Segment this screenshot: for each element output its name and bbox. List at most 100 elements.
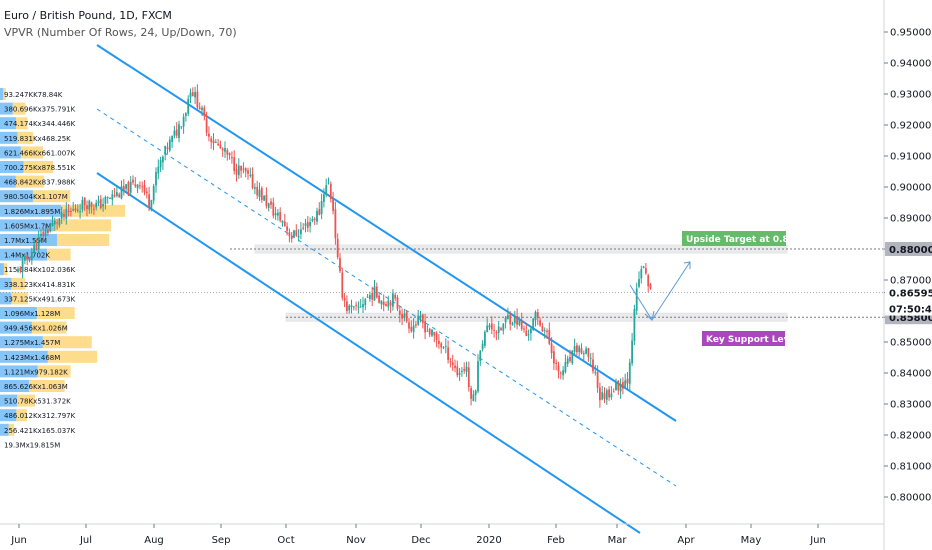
candle-body bbox=[210, 138, 213, 142]
candle-body bbox=[458, 373, 461, 375]
candle-body bbox=[37, 237, 40, 250]
candle-body bbox=[470, 388, 472, 399]
candle-body bbox=[622, 382, 624, 389]
candle-body bbox=[182, 116, 185, 127]
vp-down-bar bbox=[11, 277, 26, 290]
candle-body bbox=[601, 392, 604, 400]
candle-body bbox=[585, 348, 587, 354]
candle-body bbox=[451, 362, 454, 366]
candle-body bbox=[569, 357, 571, 362]
candle-body bbox=[548, 329, 551, 344]
candle-body bbox=[576, 345, 578, 353]
vp-row-label: 380.696Kx375.791K bbox=[4, 106, 76, 114]
candle-body bbox=[580, 348, 583, 354]
candle-body bbox=[106, 196, 109, 198]
time-tick-label: Feb bbox=[547, 535, 565, 546]
candle-body bbox=[288, 232, 291, 237]
candle-body bbox=[375, 286, 378, 298]
candle-body bbox=[28, 257, 31, 260]
candle-body bbox=[387, 300, 390, 307]
candle-body bbox=[642, 266, 645, 268]
candle-body bbox=[516, 316, 518, 325]
candle-body bbox=[410, 327, 413, 332]
candle-body bbox=[251, 173, 254, 189]
vp-down-bar bbox=[3, 88, 6, 100]
arrow-head-down bbox=[644, 310, 655, 321]
candle-body bbox=[348, 305, 351, 311]
candle-body bbox=[477, 361, 479, 392]
candle-body bbox=[419, 315, 422, 318]
target-price-tag-text: 0.88000 bbox=[889, 245, 932, 256]
price-tick-label: 0.93000 bbox=[890, 90, 931, 101]
candle-body bbox=[571, 350, 574, 364]
candle-body bbox=[364, 299, 367, 306]
vp-up-bar bbox=[0, 190, 33, 203]
candle-body bbox=[159, 160, 162, 168]
candle-body bbox=[555, 362, 558, 365]
candle-body bbox=[270, 201, 272, 205]
price-tick-label: 0.80000 bbox=[890, 493, 931, 504]
candle-body bbox=[152, 185, 155, 201]
candle-body bbox=[520, 320, 523, 330]
candle-body bbox=[640, 269, 643, 279]
candle-body bbox=[47, 229, 49, 234]
candle-body bbox=[290, 236, 293, 239]
vp-row-label: 1.275Mx1.457M bbox=[4, 339, 60, 347]
vp-up-bar bbox=[0, 161, 24, 173]
candle-body bbox=[405, 311, 408, 322]
candle-body bbox=[534, 312, 537, 320]
candle-body bbox=[428, 328, 431, 335]
candle-body bbox=[336, 238, 339, 258]
candle-body bbox=[191, 92, 194, 97]
candle-body bbox=[212, 140, 215, 144]
vp-row-label: 510.78Kx531.372K bbox=[4, 398, 71, 406]
candle-body bbox=[263, 195, 265, 201]
candle-body bbox=[626, 378, 629, 384]
candle-body bbox=[219, 144, 222, 149]
candle-body bbox=[339, 257, 341, 272]
time-tick-label: Jun bbox=[10, 535, 27, 546]
candle-body bbox=[316, 210, 318, 222]
candle-body bbox=[86, 205, 88, 210]
candle-body bbox=[628, 362, 631, 384]
candle-body bbox=[394, 294, 397, 299]
vp-down-bar bbox=[31, 321, 67, 334]
vp-down-bar bbox=[47, 248, 71, 261]
candle-body bbox=[180, 126, 183, 128]
vp-row-label: 337.125Kx491.673K bbox=[4, 295, 76, 303]
candle-body bbox=[102, 203, 104, 207]
candle-body bbox=[467, 367, 470, 388]
candle-body bbox=[362, 304, 364, 308]
countdown-tag-text: 07:50:49 bbox=[889, 305, 932, 316]
candle-body bbox=[513, 315, 516, 324]
projection-arrows bbox=[629, 261, 691, 321]
candle-body bbox=[603, 393, 606, 399]
candle-body bbox=[592, 359, 594, 372]
candle-body bbox=[373, 286, 376, 301]
candle-body bbox=[594, 371, 597, 373]
candle-body bbox=[88, 200, 91, 210]
candle-body bbox=[523, 328, 525, 330]
candle-body bbox=[403, 313, 406, 318]
candle-body bbox=[550, 343, 553, 354]
vp-up-bar bbox=[0, 350, 48, 363]
candle-body bbox=[33, 245, 35, 253]
vp-down-bar bbox=[15, 175, 44, 188]
candle-body bbox=[70, 211, 72, 213]
candle-body bbox=[355, 304, 357, 306]
candle-body bbox=[421, 314, 424, 324]
target-price-tag-bg bbox=[885, 242, 932, 256]
candle-body bbox=[155, 172, 157, 186]
candlesticks bbox=[17, 84, 652, 408]
candle-body bbox=[249, 174, 252, 177]
candle-body bbox=[479, 350, 482, 362]
vp-row-label: 949.456Kx1.026M bbox=[4, 325, 68, 333]
vp-row-label: 468.842Kx837.988K bbox=[4, 179, 76, 187]
candle-body bbox=[447, 347, 449, 360]
candle-body bbox=[382, 301, 385, 306]
candle-body bbox=[320, 201, 323, 215]
candle-body bbox=[233, 157, 236, 171]
candle-body bbox=[143, 185, 146, 193]
candle-body bbox=[472, 394, 475, 402]
